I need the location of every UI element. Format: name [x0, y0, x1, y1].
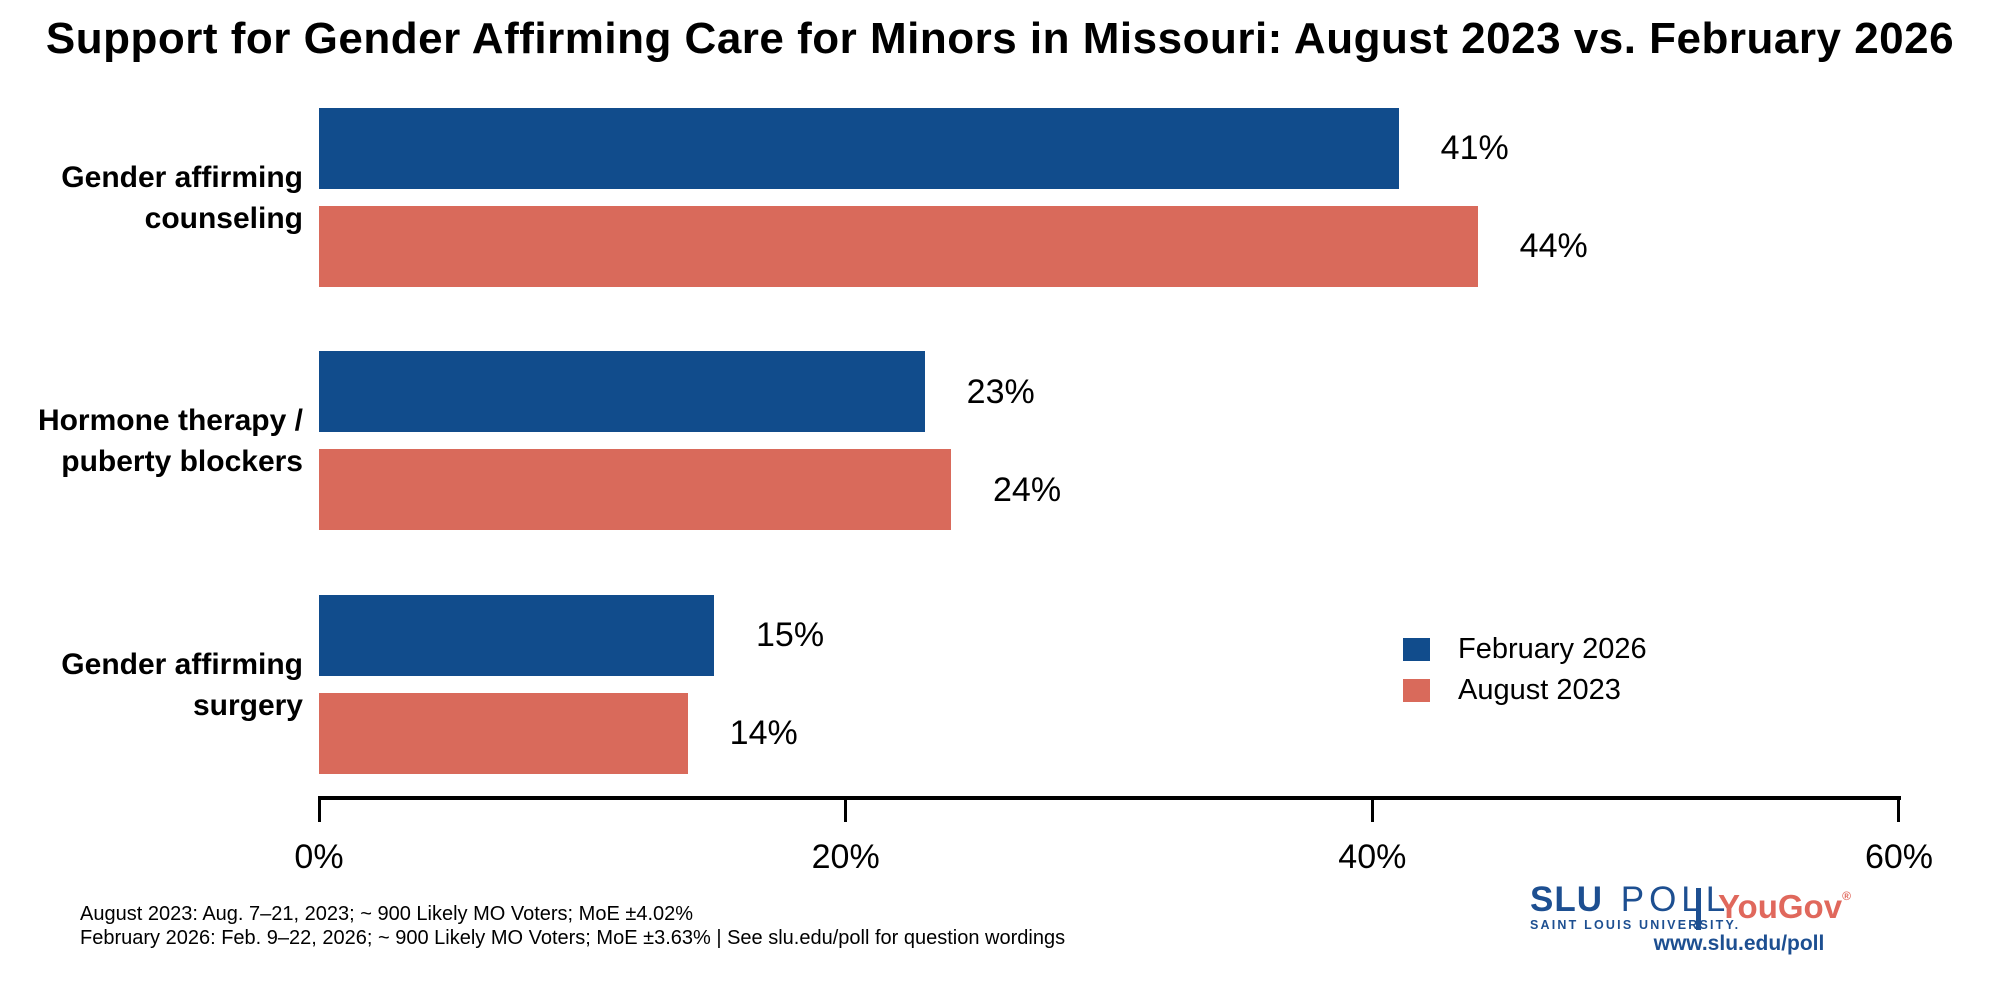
legend-label-february-2026: February 2026: [1458, 633, 1647, 665]
value-label: 44%: [1519, 227, 1588, 265]
category-label-line: counseling: [144, 201, 303, 235]
footnote-february-2026: February 2026: Feb. 9–22, 2026; ~ 900 Li…: [80, 927, 1066, 949]
category-label: Gender affirming surgery: [0, 644, 303, 726]
x-axis-line: [319, 796, 1901, 800]
x-axis-tick-label: 0%: [294, 838, 344, 876]
x-axis-tick-label: 20%: [811, 838, 880, 876]
category-label-line: surgery: [192, 688, 303, 722]
slu-poll-logo: SLU POLL: [1530, 882, 1730, 918]
bar-august-2023: [319, 449, 951, 530]
category-label-line: Gender affirming: [61, 647, 303, 681]
bar-august-2023: [319, 692, 688, 774]
slu-poll-url: www.slu.edu/poll: [1653, 932, 1825, 955]
saint-louis-university-text: SAINT LOUIS UNIVERSITY.: [1530, 918, 1741, 932]
footnotes: August 2023: Aug. 7–21, 2023; ~ 900 Like…: [80, 902, 1065, 950]
x-axis-tick-label: 40%: [1338, 838, 1407, 876]
x-axis-tick: [317, 796, 321, 822]
legend-item-february-2026: February 2026: [1403, 631, 1647, 668]
legend-swatch-august-2023-icon: [1403, 679, 1430, 702]
poll-logo-text: POLL: [1620, 880, 1731, 919]
x-axis-tick-label: 60%: [1864, 838, 1934, 876]
value-label: 23%: [966, 372, 1035, 411]
legend-item-august-2023: August 2023: [1403, 672, 1647, 709]
value-label: 15%: [756, 616, 825, 654]
legend-swatch-february-2026-icon: [1403, 638, 1430, 661]
category-label-line: Gender affirming: [61, 160, 303, 194]
slu-logo-text: SLU: [1530, 880, 1603, 919]
logo-divider: [1696, 888, 1701, 930]
category-label-line: Hormone therapy /: [37, 404, 303, 437]
bar-february-2026: [319, 107, 1399, 189]
legend-label-august-2023: August 2023: [1458, 674, 1621, 706]
bar-february-2026: [319, 351, 925, 432]
value-label: 24%: [993, 470, 1062, 509]
category-label: Hormone therapy / puberty blockers: [0, 400, 303, 482]
bar-february-2026: [319, 594, 714, 676]
bar-august-2023: [319, 205, 1478, 287]
footnote-august-2023: August 2023: Aug. 7–21, 2023; ~ 900 Like…: [80, 903, 694, 925]
x-axis-tick: [1896, 796, 1900, 822]
yougov-logo-text: YouGov: [1718, 888, 1843, 925]
x-axis-tick: [844, 796, 848, 822]
category-label: Gender affirming counseling: [0, 157, 303, 239]
chart-title: Support for Gender Affirming Care for Mi…: [45, 14, 1955, 63]
legend: February 2026 August 2023: [1403, 631, 1647, 713]
value-label: 41%: [1440, 129, 1509, 167]
category-label-line: puberty blockers: [61, 445, 303, 478]
registered-mark: ®: [1842, 889, 1851, 903]
yougov-logo: YouGov®: [1718, 888, 1851, 926]
x-axis-tick: [1370, 796, 1374, 822]
value-label: 14%: [729, 714, 798, 752]
